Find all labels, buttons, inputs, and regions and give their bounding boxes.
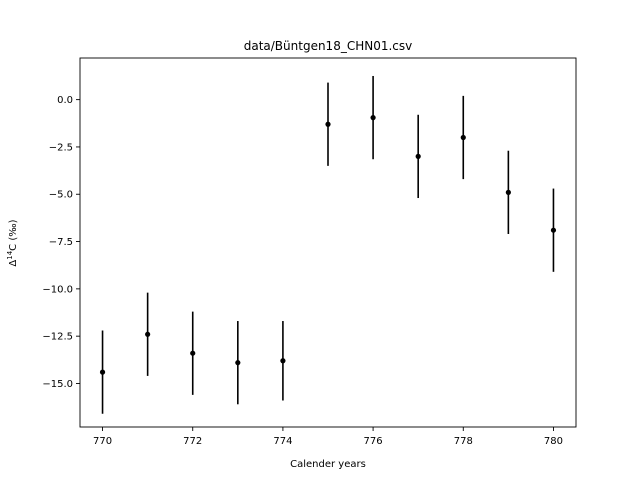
- data-point: [370, 115, 376, 121]
- x-tick-label: 772: [183, 436, 202, 447]
- data-point: [190, 350, 196, 356]
- y-tick-label: −12.5: [42, 332, 73, 343]
- x-tick-label: 770: [93, 436, 112, 447]
- data-point: [99, 369, 106, 375]
- y-tick-label: 0.0: [57, 95, 73, 106]
- data-point: [460, 134, 466, 141]
- x-tick-label: 776: [364, 436, 383, 447]
- data-point: [550, 227, 557, 233]
- data-point: [280, 358, 286, 364]
- chart-title: data/Büntgen18_CHN01.csv: [244, 39, 413, 53]
- y-axis-label-suffix: C (‰): [8, 219, 19, 250]
- plot-area: 770 772 774 776 778 780 0.0 −2.5 −5.0 −7.5 −10.0 −1…: [42, 57, 577, 447]
- y-tick-label: −5.0: [49, 190, 73, 201]
- data-point: [145, 331, 151, 337]
- x-tick-label: 778: [454, 436, 473, 447]
- data-point: [415, 153, 421, 159]
- x-tick-label: 774: [273, 436, 292, 447]
- y-tick-label: −7.5: [49, 237, 73, 248]
- y-tick-label: −2.5: [49, 142, 73, 153]
- y-axis-label-superscript: 14: [6, 250, 14, 259]
- y-tick-label: −10.0: [42, 284, 73, 295]
- data-point: [505, 189, 511, 195]
- x-axis-label: Calender years: [290, 459, 366, 470]
- axes-frame: [79, 57, 577, 428]
- x-tick-label: 780: [544, 436, 563, 447]
- data-point: [235, 360, 241, 366]
- y-tick-label: −15.0: [42, 379, 73, 390]
- y-axis-label: Δ14C (‰): [6, 219, 19, 266]
- data-point: [325, 121, 331, 127]
- y-axis-label-prefix: Δ: [8, 260, 19, 267]
